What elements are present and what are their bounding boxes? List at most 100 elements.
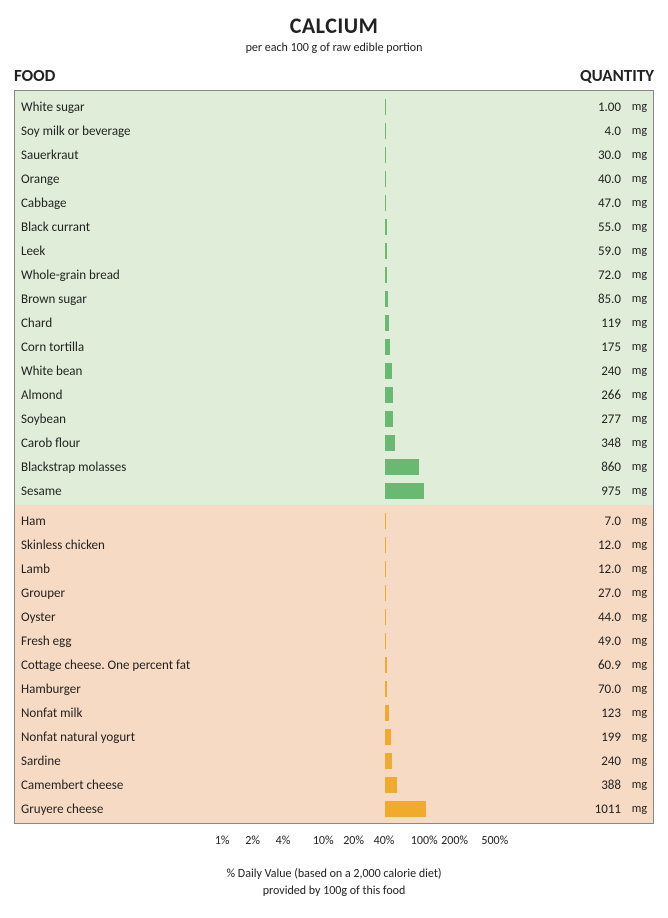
data-row: Whole-grain bread 72.0 mg (15, 263, 653, 287)
row-value: 47.0 (598, 196, 621, 211)
x-axis: 1%2%4%10%20%40%100%200%500% (14, 834, 654, 852)
row-unit: mg (632, 514, 647, 528)
row-value: 1011 (595, 802, 621, 817)
bar (385, 99, 386, 115)
row-unit: mg (632, 754, 647, 768)
data-row: Soybean277mg (15, 407, 653, 431)
row-value: 860 (601, 460, 621, 475)
row-unit: mg (632, 460, 647, 474)
bar (385, 585, 386, 601)
row-unit: mg (632, 436, 647, 450)
chart-title: CALCIUM (14, 12, 654, 39)
data-row: Black currant55.0mg (15, 215, 653, 239)
bar (385, 513, 386, 529)
row-unit: mg (632, 778, 647, 792)
row-value: 175 (601, 340, 621, 355)
row-value: 12.0 (598, 562, 621, 577)
row-label: White bean (21, 364, 82, 379)
data-row: Grouper27.0mg (15, 581, 653, 605)
bar (385, 459, 419, 475)
row-label: Skinless chicken (21, 538, 105, 553)
row-label: Sauerkraut (21, 148, 79, 163)
row-unit: mg (632, 802, 647, 816)
row-unit: mg (632, 340, 647, 354)
row-value: 975 (601, 484, 621, 499)
row-value: 199 (601, 730, 621, 745)
bar (385, 387, 393, 403)
chart-subtitle: per each 100 g of raw edible portion (14, 41, 654, 55)
bar (385, 609, 386, 625)
data-row: Chard119mg (15, 311, 653, 335)
row-label: Sardine (21, 754, 61, 769)
data-row: Sardine 240 mg (15, 749, 653, 773)
row-unit: mg (632, 484, 647, 498)
data-row: Corn tortilla175mg (15, 335, 653, 359)
row-value: 240 (601, 754, 621, 769)
chart-group: White sugar1.00mgSoy milk or beverage4.0… (15, 91, 653, 505)
row-label: Sesame (21, 484, 62, 499)
data-row: Skinless chicken12.0mg (15, 533, 653, 557)
bar (385, 291, 388, 307)
row-unit: mg (632, 634, 647, 648)
row-unit: mg (632, 562, 647, 576)
row-unit: mg (632, 412, 647, 426)
row-value: 123 (601, 706, 621, 721)
row-value: 12.0 (598, 538, 621, 553)
row-unit: mg (632, 388, 647, 402)
row-value: 30.0 (598, 148, 621, 163)
row-value: 72.0 (598, 268, 621, 283)
row-value: 40.0 (598, 172, 621, 187)
row-label: Nonfat milk (21, 706, 82, 721)
chart-box: White sugar1.00mgSoy milk or beverage4.0… (14, 90, 654, 824)
row-label: Gruyere cheese (21, 802, 103, 817)
bar (385, 753, 392, 769)
data-row: Carob flour348mg (15, 431, 653, 455)
data-row: Orange40.0mg (15, 167, 653, 191)
bar (385, 633, 386, 649)
bar (385, 435, 395, 451)
row-label: Blackstrap molasses (21, 460, 126, 475)
row-label: Almond (21, 388, 62, 403)
axis-tick: 10% (313, 834, 334, 848)
row-unit: mg (632, 148, 647, 162)
row-label: Whole-grain bread (21, 268, 120, 283)
row-label: Grouper (21, 586, 65, 601)
row-label: Ham (21, 514, 46, 529)
row-label: Black currant (21, 220, 90, 235)
data-row: Cottage cheese. One percent fat60.9mg (15, 653, 653, 677)
row-label: Leek (21, 244, 45, 259)
bar (385, 219, 387, 235)
axis-tick: 4% (276, 834, 291, 848)
row-value: 55.0 (598, 220, 621, 235)
row-unit: mg (632, 730, 647, 744)
bar (385, 195, 386, 211)
data-row: Cabbage47.0mg (15, 191, 653, 215)
row-value: 85.0 (598, 292, 621, 307)
row-unit: mg (632, 682, 647, 696)
bar (385, 729, 391, 745)
data-row: Camembert cheese388mg (15, 773, 653, 797)
data-row: Gruyere cheese 1011 mg (15, 797, 653, 821)
bar (385, 339, 390, 355)
row-unit: mg (632, 268, 647, 282)
chart-footer: % Daily Value (based on a 2,000 calorie … (14, 866, 654, 900)
bar (385, 171, 386, 187)
row-value: 388 (601, 778, 621, 793)
row-value: 4.0 (605, 124, 621, 139)
data-row: Fresh egg49.0mg (15, 629, 653, 653)
header-food: FOOD (14, 65, 55, 86)
data-row: Nonfat milk123mg (15, 701, 653, 725)
row-value: 1.00 (598, 100, 621, 115)
bar (385, 777, 397, 793)
bar (385, 561, 386, 577)
data-row: Hamburger70.0mg (15, 677, 653, 701)
row-unit: mg (632, 658, 647, 672)
row-label: Cabbage (21, 196, 67, 211)
axis-tick: 200% (441, 834, 468, 848)
data-row: Almond266mg (15, 383, 653, 407)
chart-group: Ham7.0mgSkinless chicken12.0mgLamb12.0mg… (15, 505, 653, 823)
data-row: Brown sugar85.0mg (15, 287, 653, 311)
data-row: Blackstrap molasses 860 mg (15, 455, 653, 479)
row-value: 49.0 (598, 634, 621, 649)
data-row: Oyster44.0mg (15, 605, 653, 629)
